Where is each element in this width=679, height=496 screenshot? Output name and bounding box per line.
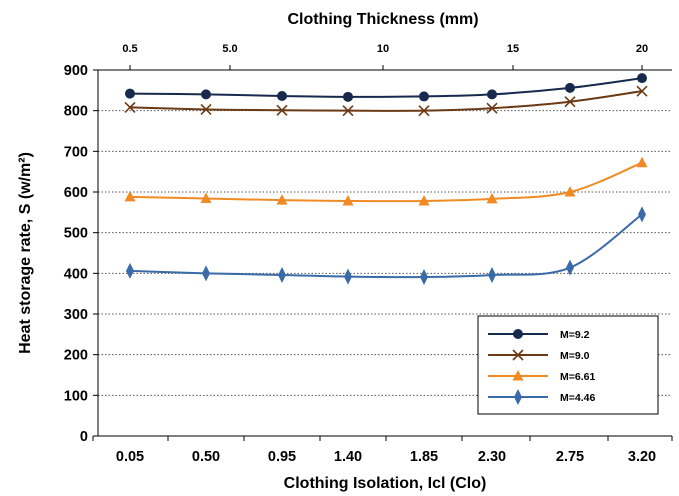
data-point [343, 92, 353, 102]
top-tick-label: 0.5 [122, 43, 137, 55]
y-tick-label: 0 [80, 429, 88, 445]
y-tick-label: 700 [64, 144, 88, 160]
x-tick-label: 1.40 [334, 449, 362, 465]
x-tick-label: 0.95 [268, 449, 296, 465]
legend-label: M=9.0 [560, 350, 590, 362]
data-point [637, 73, 647, 83]
x-tick-labels: 0.05 0.50 0.95 1.40 1.85 2.30 2.75 3.20 [116, 449, 656, 465]
y-tick-label: 800 [64, 104, 88, 120]
data-point [201, 89, 211, 99]
y-tick-label: 600 [64, 185, 88, 201]
top-tick-label: 10 [377, 43, 389, 55]
y-tick-label: 100 [64, 388, 88, 404]
top-axis-title: Clothing Thickness (mm) [287, 11, 478, 28]
y-tick-label: 500 [64, 226, 88, 242]
data-point [125, 89, 135, 99]
y-axis-title: Heat storage rate, S (w/m²) [17, 152, 34, 354]
legend: M=9.2 M=9.0 M=6.61 M=4.46 [478, 316, 658, 414]
y-tick-label: 900 [64, 63, 88, 79]
data-point [278, 267, 286, 283]
data-point [419, 91, 429, 101]
x-axis-title: Clothing Isolation, Icl (Clo) [284, 475, 487, 492]
series-M=9.2 [125, 73, 647, 102]
x-tick-label: 1.85 [410, 449, 438, 465]
series-group [125, 73, 648, 285]
data-point [126, 263, 134, 279]
top-tick-labels: 0.5 5.0 10 15 20 [122, 43, 648, 55]
data-point [277, 91, 287, 101]
data-point [488, 267, 496, 283]
data-point [638, 206, 646, 222]
y-tick-label: 400 [64, 266, 88, 282]
data-point [513, 329, 523, 339]
legend-label: M=6.61 [560, 371, 595, 383]
top-tick-label: 15 [507, 43, 519, 55]
top-tick-label: 5.0 [222, 43, 237, 55]
data-point [565, 83, 575, 93]
data-point [637, 157, 648, 168]
data-point [202, 265, 210, 281]
legend-label: M=9.2 [560, 329, 590, 341]
x-tick-label: 2.30 [478, 449, 506, 465]
y-tick-label: 300 [64, 307, 88, 323]
top-tick-label: 20 [636, 43, 648, 55]
y-tick-label: 200 [64, 348, 88, 364]
data-point [344, 269, 352, 285]
series-M=6.61 [125, 157, 648, 206]
x-tick-label: 3.20 [628, 449, 656, 465]
y-tick-labels: 0 100 200 300 400 500 600 700 800 900 [64, 63, 88, 445]
legend-label: M=4.46 [560, 392, 595, 404]
x-tick-label: 0.05 [116, 449, 144, 465]
x-tick-label: 2.75 [556, 449, 584, 465]
data-point [420, 269, 428, 285]
x-tick-label: 0.50 [192, 449, 220, 465]
data-point [487, 89, 497, 99]
